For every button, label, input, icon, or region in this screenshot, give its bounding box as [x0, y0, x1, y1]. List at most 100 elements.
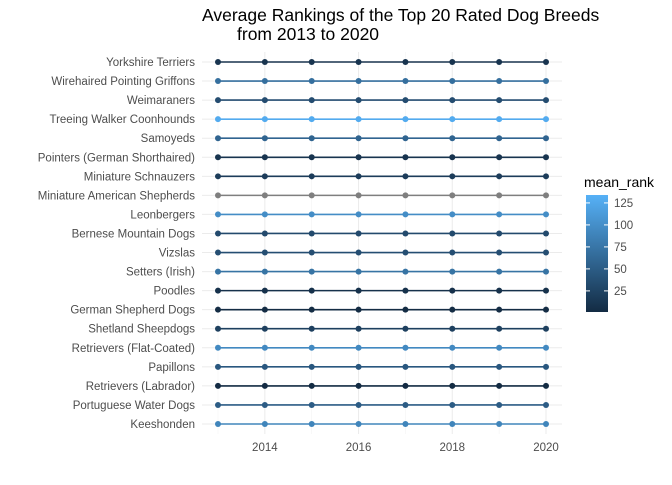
data-point	[449, 287, 456, 294]
series-9	[215, 230, 549, 237]
data-point	[215, 344, 221, 351]
data-point	[355, 230, 362, 237]
data-point	[543, 154, 549, 161]
data-point	[402, 401, 409, 408]
x-tick-label: 2020	[533, 442, 559, 454]
x-axis-labels: 2014 2016 2018 2020	[252, 442, 559, 454]
data-point	[308, 154, 315, 161]
data-point	[449, 325, 456, 332]
data-point	[308, 230, 315, 237]
data-point	[215, 230, 221, 237]
data-point	[496, 325, 503, 332]
legend-tick-label: 50	[614, 264, 627, 276]
x-tick-label: 2016	[346, 442, 372, 454]
data-point	[308, 363, 315, 370]
data-point	[496, 268, 503, 275]
data-point	[496, 154, 503, 161]
data-point	[215, 401, 221, 408]
data-point	[402, 59, 409, 65]
series-19	[215, 421, 549, 427]
legend-tick-label: 125	[614, 198, 633, 210]
series-layer	[215, 59, 549, 427]
data-point	[402, 230, 409, 237]
data-point	[496, 382, 503, 389]
data-point	[402, 211, 409, 218]
data-point	[355, 192, 362, 199]
data-point	[449, 211, 456, 218]
data-point	[355, 154, 362, 161]
data-point	[261, 211, 268, 218]
y-tick-label: Wirehaired Pointing Griffons	[51, 76, 195, 88]
data-point	[496, 344, 503, 351]
data-point	[308, 401, 315, 408]
y-tick-label: Retrievers (Labrador)	[86, 381, 195, 393]
data-point	[449, 421, 456, 427]
data-point	[449, 173, 456, 180]
data-point	[402, 78, 409, 85]
data-point	[261, 344, 268, 351]
data-point	[308, 382, 315, 389]
data-point	[215, 173, 221, 180]
y-tick-label: Poodles	[153, 286, 195, 298]
data-point	[308, 78, 315, 85]
data-point	[355, 363, 362, 370]
data-point	[402, 268, 409, 275]
data-point	[308, 287, 315, 294]
data-point	[215, 287, 221, 294]
data-point	[215, 116, 221, 123]
y-tick-label: Leonbergers	[130, 209, 195, 221]
series-2	[215, 97, 549, 104]
data-point	[215, 249, 221, 256]
data-point	[543, 268, 549, 275]
data-point	[543, 211, 549, 218]
series-4	[215, 135, 549, 142]
data-point	[261, 59, 268, 65]
data-point	[402, 116, 409, 123]
data-point	[355, 59, 362, 65]
data-point	[215, 382, 221, 389]
series-0	[215, 59, 549, 65]
data-point	[543, 116, 549, 123]
y-tick-label: Pointers (German Shorthaired)	[38, 152, 195, 164]
data-point	[308, 325, 315, 332]
data-point	[402, 97, 409, 104]
grid-layer	[202, 52, 562, 434]
data-point	[496, 116, 503, 123]
data-point	[449, 135, 456, 142]
data-point	[355, 401, 362, 408]
data-point	[449, 97, 456, 104]
y-tick-label: Miniature American Shepherds	[38, 190, 195, 202]
series-6	[215, 173, 549, 180]
legend-title: mean_rank	[584, 174, 655, 190]
series-18	[215, 401, 549, 408]
data-point	[308, 135, 315, 142]
data-point	[449, 78, 456, 85]
series-17	[215, 382, 549, 389]
series-10	[215, 249, 549, 256]
data-point	[355, 382, 362, 389]
data-point	[496, 78, 503, 85]
data-point	[215, 363, 221, 370]
data-point	[402, 363, 409, 370]
data-point	[402, 421, 409, 427]
y-tick-label: Papillons	[148, 362, 195, 374]
data-point	[261, 268, 268, 275]
data-point	[402, 382, 409, 389]
data-point	[215, 211, 221, 218]
data-point	[261, 287, 268, 294]
data-point	[496, 401, 503, 408]
data-point	[543, 249, 549, 256]
data-point	[496, 173, 503, 180]
data-point	[355, 97, 362, 104]
data-point	[355, 268, 362, 275]
data-point	[402, 249, 409, 256]
data-point	[496, 192, 503, 199]
data-point	[215, 325, 221, 332]
y-tick-label: Samoyeds	[141, 133, 196, 145]
series-3	[215, 116, 549, 123]
y-tick-label: Retrievers (Flat-Coated)	[72, 343, 196, 355]
data-point	[543, 78, 549, 85]
y-tick-label: Yorkshire Terriers	[106, 57, 195, 69]
data-point	[355, 78, 362, 85]
data-point	[543, 401, 549, 408]
